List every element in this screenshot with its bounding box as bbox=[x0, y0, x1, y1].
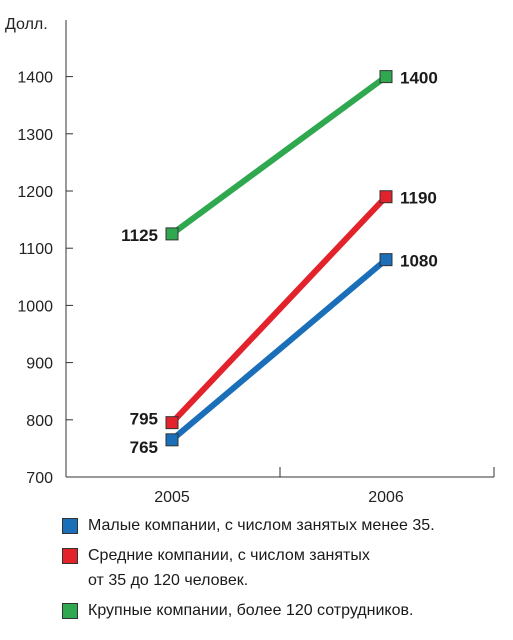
data-point-marker bbox=[165, 227, 179, 241]
legend-swatch-small bbox=[62, 518, 78, 534]
data-point-marker bbox=[379, 253, 393, 267]
line-chart: Долл. 700 800 900 1000 1100 1200 1300 1400 2005 2… bbox=[5, 16, 495, 506]
series-line bbox=[169, 194, 389, 425]
data-point-marker bbox=[379, 70, 393, 84]
axes: 700 800 900 1000 1100 1200 1300 1400 2005 2006 bbox=[17, 20, 495, 506]
y-tick-label: 1000 bbox=[17, 298, 53, 315]
data-label: 765 bbox=[130, 438, 158, 457]
y-tick-label: 1200 bbox=[17, 184, 53, 201]
y-tick-label: 1400 bbox=[17, 70, 53, 87]
series-markers bbox=[165, 70, 393, 447]
data-label: 1080 bbox=[400, 252, 438, 271]
legend-swatch-medium bbox=[62, 548, 78, 564]
y-tick-label: 900 bbox=[26, 356, 53, 373]
legend-item-medium: Средние компании, с числом занятых от 35… bbox=[62, 546, 507, 593]
legend-item-large: Крупные компании, более 120 сотрудников. bbox=[62, 601, 507, 623]
series-lines bbox=[169, 74, 389, 443]
legend-label-small: Малые компании, с числом занятых менее 3… bbox=[88, 517, 435, 534]
data-point-marker bbox=[165, 416, 179, 430]
data-label: 1190 bbox=[400, 189, 437, 208]
legend-label-medium: Средние компании, с числом занятых от 35… bbox=[88, 547, 370, 589]
y-tick-label: 700 bbox=[26, 470, 53, 487]
data-label: 1400 bbox=[400, 69, 438, 88]
data-label: 1125 bbox=[121, 226, 158, 245]
series-line bbox=[170, 74, 388, 237]
y-tick-label: 1300 bbox=[17, 127, 53, 144]
x-tick-label: 2006 bbox=[368, 489, 404, 506]
data-label: 795 bbox=[130, 410, 158, 429]
y-tick-label: 800 bbox=[26, 413, 53, 430]
y-tick-label: 1100 bbox=[19, 241, 54, 258]
y-axis-label: Долл. bbox=[5, 16, 48, 33]
legend-swatch-large bbox=[62, 603, 78, 619]
data-point-marker bbox=[165, 433, 179, 447]
data-labels: 765 1080 795 1190 1125 1400 bbox=[121, 69, 438, 457]
data-point-marker bbox=[379, 190, 393, 204]
legend-label-large: Крупные компании, более 120 сотрудников. bbox=[88, 602, 414, 619]
legend: Малые компании, с числом занятых менее 3… bbox=[62, 516, 507, 631]
x-tick-label: 2005 bbox=[154, 489, 190, 506]
series-line bbox=[170, 257, 388, 443]
legend-item-small: Малые компании, с числом занятых менее 3… bbox=[62, 516, 507, 538]
